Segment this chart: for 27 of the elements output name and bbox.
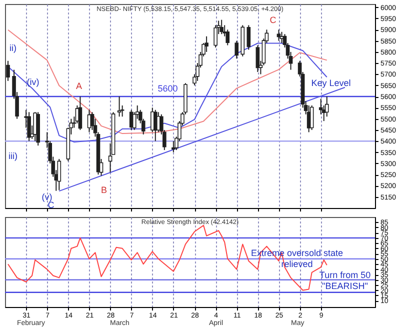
candlestick bbox=[27, 112, 31, 142]
annotation: C bbox=[48, 200, 55, 210]
annotation: C bbox=[270, 15, 277, 25]
candlestick bbox=[280, 31, 284, 44]
candlestick bbox=[226, 29, 230, 46]
candlestick bbox=[214, 24, 218, 48]
candlestick bbox=[220, 19, 224, 35]
candlestick bbox=[6, 60, 10, 82]
annotation: Key Level bbox=[311, 78, 351, 88]
candlestick bbox=[276, 29, 281, 42]
candlestick bbox=[204, 36, 208, 52]
candlestick bbox=[324, 96, 329, 118]
candlestick bbox=[246, 24, 251, 50]
annotation: iii) bbox=[8, 151, 18, 161]
candlestick bbox=[256, 44, 260, 72]
annotation: (iv) bbox=[26, 77, 40, 87]
annotation: A bbox=[76, 81, 82, 91]
annotation: (v) bbox=[42, 192, 52, 202]
ref-line-label: 5600 bbox=[158, 84, 178, 94]
candlestick bbox=[310, 104, 314, 130]
candlestick bbox=[57, 158, 62, 191]
annotation: Turn from 50 "BEARISH" bbox=[319, 270, 371, 291]
candlestick bbox=[234, 40, 239, 60]
annotation: B bbox=[100, 185, 108, 195]
candlestick bbox=[78, 96, 82, 130]
annotation: ii) bbox=[10, 43, 16, 53]
candlestick bbox=[172, 140, 176, 153]
